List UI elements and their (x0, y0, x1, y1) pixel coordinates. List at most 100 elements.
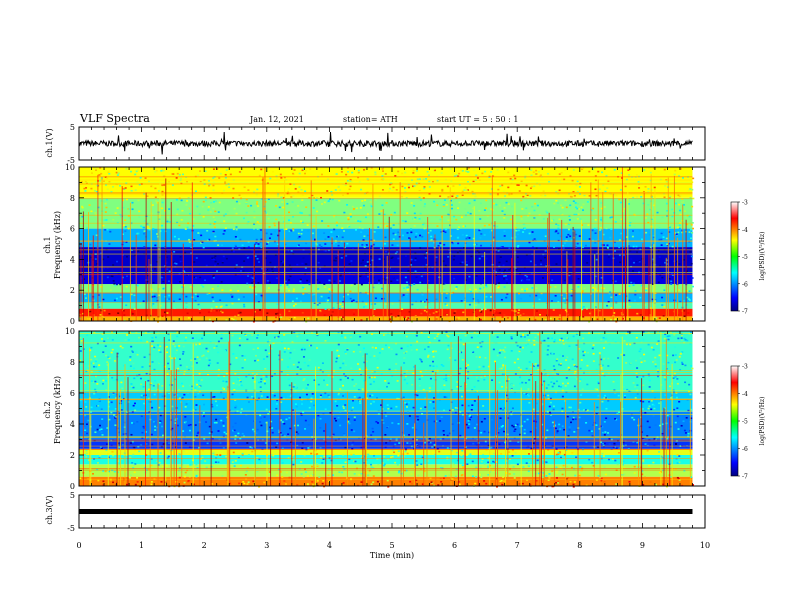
spectrogram-cell (633, 225, 636, 228)
spectrogram-cell (524, 274, 527, 277)
spectrogram-cell (569, 273, 572, 275)
spectrogram-cell (568, 219, 571, 221)
spectrogram-cell (413, 218, 416, 220)
spectrogram-cell (575, 233, 578, 236)
spectrogram-cell (159, 345, 162, 348)
spectrogram-cell (593, 227, 596, 230)
spectrogram-cell (168, 298, 171, 300)
spectrogram-cell (517, 233, 520, 236)
spectrogram-cell (370, 205, 373, 208)
spectrogram-cell (79, 252, 82, 254)
spectrogram-cell (303, 288, 306, 290)
spectrogram-cell (537, 171, 540, 173)
spectrogram-cell (396, 397, 399, 400)
spectrogram-cell (163, 175, 166, 178)
spectrogram-cell (162, 275, 165, 277)
spectrogram-cell (412, 217, 415, 220)
spectrogram-cell (301, 169, 304, 172)
spectrogram-cell (307, 230, 310, 232)
spectrogram-cell (532, 171, 535, 173)
spectrogram-cell (214, 264, 217, 267)
spectrogram-cell (117, 463, 120, 466)
spectrogram-cell (480, 476, 483, 479)
spectrogram-cell (216, 454, 219, 456)
spectrogram-cell (646, 444, 649, 447)
spectrogram-cell (353, 473, 356, 475)
spectrogram-cell (258, 174, 261, 177)
spectrogram-cell (469, 453, 472, 456)
spectrogram-cell (623, 354, 626, 356)
spectrogram-cell (676, 407, 679, 410)
spectrogram-cell (264, 382, 267, 385)
spectrogram-cell (237, 377, 240, 379)
spectrogram-cell (332, 348, 335, 351)
spectrogram-cell (182, 430, 185, 432)
spectrogram-cell (455, 286, 458, 288)
spectrogram-cell (267, 413, 270, 415)
spectrogram-cell (303, 172, 306, 175)
spectrogram-cell (251, 277, 254, 280)
spectrogram-cell (572, 418, 575, 421)
spectrogram-cell (488, 431, 491, 434)
spectrogram-cell (391, 256, 394, 259)
spectrogram-cell (448, 432, 451, 435)
spectrogram-cell (673, 408, 676, 411)
spectrogram-cell (255, 241, 258, 244)
spectrogram-cell (586, 307, 589, 310)
spectrogram-cell (671, 274, 674, 276)
spectrogram-cell (282, 220, 285, 223)
spectrogram-cell (466, 189, 469, 191)
spectrogram-cell (258, 458, 261, 461)
spectrogram-cell (573, 213, 576, 216)
spectrogram-cell (554, 424, 557, 427)
spectrogram-cell (186, 465, 189, 468)
spectrogram-cell (542, 369, 545, 371)
spectrogram-cell (246, 466, 249, 469)
spectrogram-cell (299, 368, 302, 370)
spectrogram-cell (529, 366, 532, 369)
spectrogram-cell (294, 188, 297, 190)
spectrogram-cell (550, 414, 553, 416)
spectrogram-cell (524, 176, 527, 179)
spectrogram-cell (496, 168, 499, 171)
spectrogram-cell (657, 331, 660, 333)
spectrogram-cell (517, 184, 520, 186)
spectrogram-cell (620, 312, 623, 314)
spectrogram-cell (610, 228, 613, 230)
spectrogram-cell (500, 246, 503, 248)
spectrogram-cell (166, 220, 169, 223)
spectrogram-cell (334, 189, 337, 191)
spectrogram-cell (83, 293, 86, 296)
spectrogram-cell (241, 432, 244, 435)
spectrogram-cell (503, 480, 506, 482)
spectrogram-cell (289, 268, 292, 270)
spectrogram-cell (544, 250, 547, 252)
spectrogram-cell (127, 227, 130, 230)
spectrogram-cell (646, 420, 649, 423)
spectrogram-cell (255, 238, 258, 241)
spectrogram-cell (394, 443, 397, 446)
spectrogram-cell (340, 257, 343, 259)
spectrogram-cell (387, 407, 390, 410)
spectrogram-cell (102, 470, 105, 472)
spectrogram-cell (306, 279, 309, 282)
spectrogram-cell (572, 191, 575, 193)
spectrogram-cell (678, 289, 681, 291)
spectrogram-cell (254, 255, 257, 257)
spectrogram-cell (92, 381, 95, 384)
spectrogram-cell (500, 367, 503, 370)
spectrogram-cell (100, 431, 103, 433)
spectrogram-cell (178, 388, 181, 391)
spectrogram-cell (602, 444, 605, 447)
spectrogram-cell (595, 479, 598, 481)
spectrogram-cell (637, 303, 640, 305)
spectrogram-cell (533, 185, 536, 188)
spectrogram-cell (288, 264, 291, 267)
spectrogram-cell (257, 301, 260, 303)
spectrogram-cell (363, 235, 366, 238)
spectrogram-cell (287, 378, 290, 381)
spectrogram-cell (247, 373, 250, 376)
spectrogram-cell (195, 474, 198, 477)
spectrogram-cell (603, 394, 606, 397)
spectrogram-cell (530, 169, 533, 172)
